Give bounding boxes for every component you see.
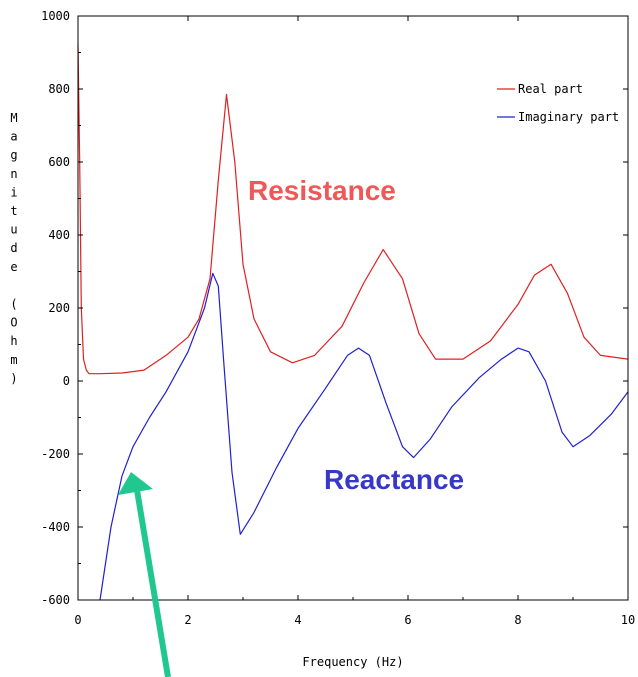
legend-entry: Real part <box>518 82 583 96</box>
y-tick-label: 600 <box>48 155 70 169</box>
plot-frame <box>77 15 629 601</box>
y-tick-label: 1000 <box>41 9 70 23</box>
y-tick-label: 0 <box>63 374 70 388</box>
arrow-shaft <box>134 489 171 677</box>
y-tick-label: -600 <box>41 593 70 607</box>
reactance-annotation: Reactance <box>324 464 464 495</box>
resistance-annotation: Resistance <box>248 175 396 206</box>
y-tick-label: -200 <box>41 447 70 461</box>
y-tick-label: -400 <box>41 520 70 534</box>
y-tick-label: 200 <box>48 301 70 315</box>
series-line-imaginary-part <box>99 272 629 601</box>
x-tick-label: 8 <box>514 613 521 627</box>
arrow-head-icon <box>118 472 153 495</box>
x-tick-label: 2 <box>184 613 191 627</box>
x-axis-label: Frequency (Hz) <box>302 655 403 669</box>
x-tick-label: 0 <box>74 613 81 627</box>
x-tick-label: 6 <box>404 613 411 627</box>
legend-entry: Imaginary part <box>518 110 619 124</box>
y-tick-label: 400 <box>48 228 70 242</box>
x-tick-label: 4 <box>294 613 301 627</box>
series-line-real-part <box>77 45 629 375</box>
x-tick-label: 10 <box>621 613 635 627</box>
y-tick-label: 800 <box>48 82 70 96</box>
